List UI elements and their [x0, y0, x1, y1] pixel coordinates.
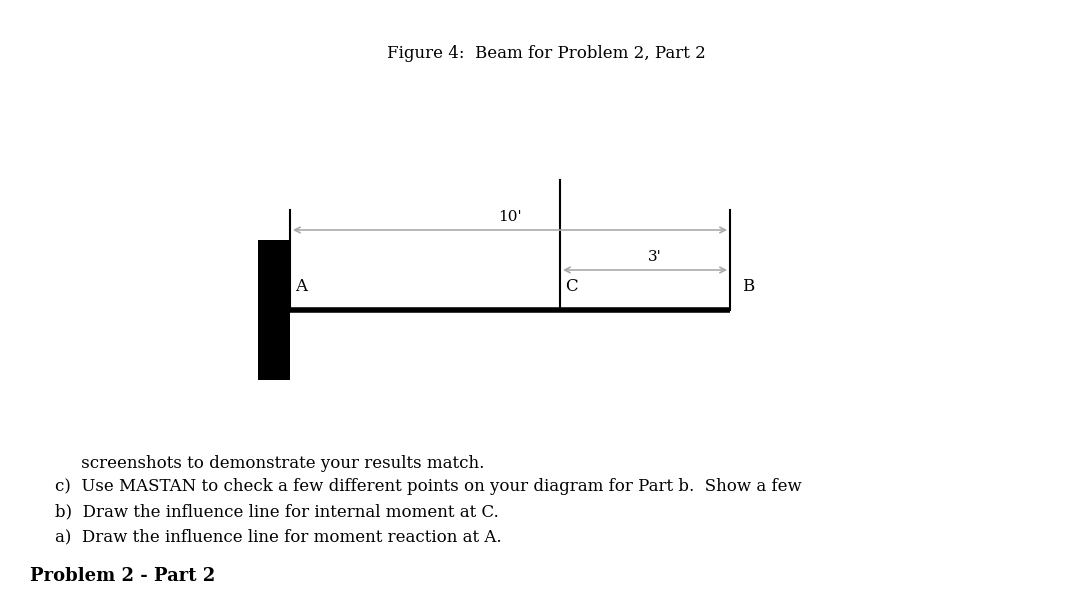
Text: C: C: [565, 278, 578, 295]
Text: a)  Draw the influence line for moment reaction at A.: a) Draw the influence line for moment re…: [55, 528, 501, 545]
Text: A: A: [295, 278, 307, 295]
Text: B: B: [741, 278, 755, 295]
Bar: [258, 240, 290, 380]
Text: Problem 2 - Part 2: Problem 2 - Part 2: [29, 567, 215, 585]
Text: Figure 4:  Beam for Problem 2, Part 2: Figure 4: Beam for Problem 2, Part 2: [387, 45, 705, 62]
Text: b)  Draw the influence line for internal moment at C.: b) Draw the influence line for internal …: [55, 503, 499, 520]
Text: c)  Use MASTAN to check a few different points on your diagram for Part b.  Show: c) Use MASTAN to check a few different p…: [55, 478, 802, 495]
Text: screenshots to demonstrate your results match.: screenshots to demonstrate your results …: [55, 455, 485, 472]
Text: 10': 10': [498, 210, 522, 224]
Text: 3': 3': [649, 250, 662, 264]
